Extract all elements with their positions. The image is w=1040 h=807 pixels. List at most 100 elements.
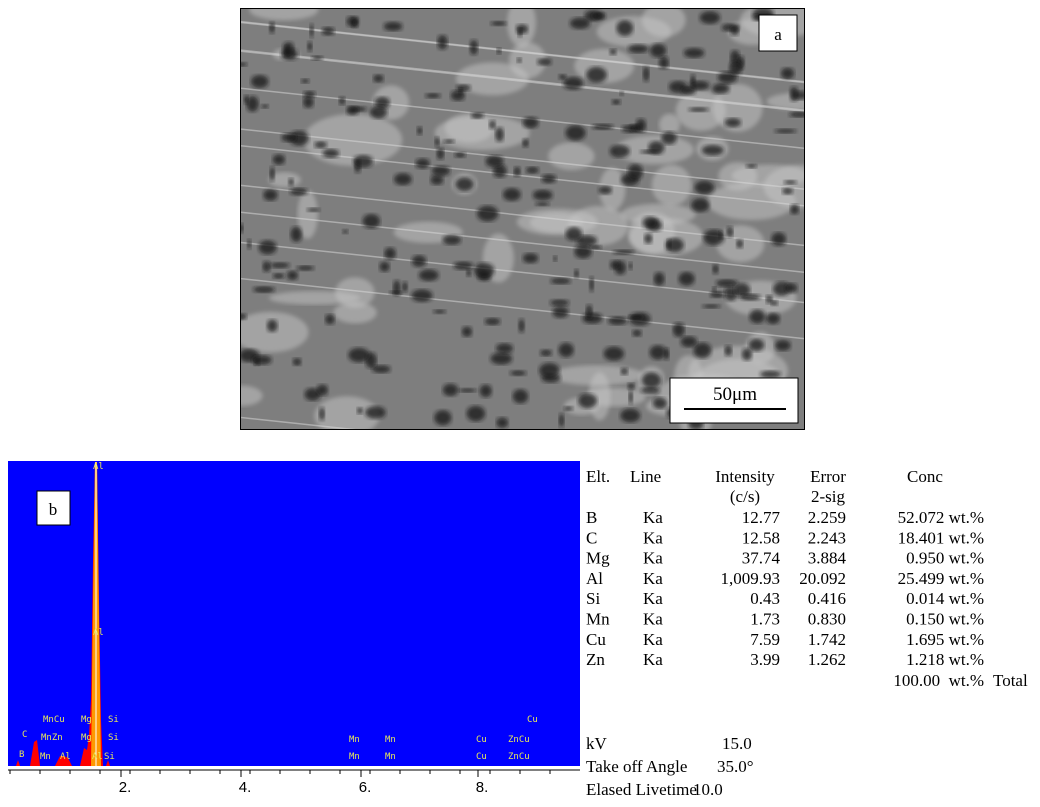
sem-pit: [518, 318, 525, 333]
sem-pit: [790, 204, 800, 215]
peak-label: Al: [93, 462, 104, 472]
sem-pit: [589, 245, 602, 250]
sem-pit: [304, 388, 321, 401]
sem-pit: [552, 306, 569, 318]
sem-light-patch: [659, 113, 680, 136]
panel-label: b: [49, 500, 58, 519]
sem-streak: [241, 49, 804, 111]
sem-pit: [450, 90, 466, 101]
sem-pit: [652, 397, 668, 409]
table-total-label: Total: [993, 671, 1028, 690]
sem-pit: [619, 91, 624, 96]
sem-pit: [712, 264, 719, 275]
sem-pit: [558, 413, 565, 428]
sem-pit: [701, 145, 724, 156]
sem-pit: [603, 346, 625, 361]
sem-light-patch: [599, 167, 626, 211]
sem-pit: [436, 147, 445, 160]
sem-pit: [261, 104, 269, 109]
sem-pit: [411, 255, 427, 267]
sem-pit: [461, 326, 473, 337]
sem-pit: [437, 34, 448, 50]
table-cell: Ka: [643, 569, 663, 588]
peak-label: ZnCu: [508, 735, 530, 745]
sem-pit: [351, 17, 359, 28]
table-cell: 2.243: [808, 528, 846, 547]
sem-pit: [247, 239, 252, 250]
sem-pit: [609, 48, 617, 55]
table-cell: 1.218 wt.%: [906, 650, 984, 669]
sem-pit: [402, 281, 408, 293]
sem-pit: [730, 25, 740, 36]
sem-pit: [537, 58, 552, 66]
panel-label-box: [36, 490, 71, 526]
sem-pit: [745, 163, 757, 169]
sem-pit: [733, 283, 751, 298]
sem-pit: [301, 78, 310, 84]
peak-label: MnZn: [41, 733, 63, 743]
sem-pit: [785, 283, 798, 294]
sem-pit: [688, 107, 709, 112]
sem-pit: [272, 154, 286, 165]
sem-pit: [678, 271, 695, 286]
sem-pit: [789, 86, 799, 102]
table-cell: 20.092: [799, 569, 846, 588]
sem-pit: [522, 253, 539, 264]
sem-pit: [665, 238, 684, 253]
footer-label: Take off Angle: [586, 757, 687, 776]
sem-pit: [272, 273, 285, 279]
sem-pit: [648, 141, 665, 155]
table-cell: Cu: [586, 630, 606, 649]
sem-pit: [540, 349, 552, 357]
sem-pit: [760, 370, 782, 378]
sem-streak: [241, 21, 804, 84]
sem-pit: [495, 343, 514, 354]
sem-pit: [415, 158, 430, 169]
sem-pit: [443, 139, 455, 144]
table-total: 100.00 wt.%: [893, 671, 984, 690]
sem-pit: [620, 408, 641, 423]
sem-pit: [765, 295, 773, 304]
sem-pit: [307, 41, 313, 52]
table-cell: Ka: [643, 650, 663, 669]
sem-pit: [766, 312, 780, 325]
sem-pit: [650, 43, 667, 58]
sem-pit: [290, 226, 302, 242]
sem-pit: [490, 352, 513, 365]
sem-pit: [770, 300, 778, 306]
sem-pit: [258, 240, 277, 255]
panel-label: a: [774, 25, 782, 44]
table-header: Intensity: [715, 467, 775, 486]
sem-pit: [616, 20, 634, 36]
table-cell: 0.416: [808, 589, 846, 608]
table-header: Error: [810, 467, 846, 486]
sem-pit: [689, 80, 710, 91]
sem-pit: [578, 393, 598, 409]
sem-pit: [691, 198, 710, 213]
sem-pit: [516, 57, 522, 63]
sem-pit: [643, 66, 650, 82]
peak-label: Mn: [385, 735, 396, 745]
table-cell: 0.950 wt.%: [906, 549, 984, 568]
footer-value: 15.0: [722, 734, 752, 753]
sem-pit: [680, 336, 698, 348]
sem-pit: [346, 106, 359, 116]
table-cell: 18.401 wt.%: [898, 528, 984, 547]
sem-pit: [454, 152, 466, 158]
sem-pit: [417, 126, 423, 135]
sem-pit: [485, 155, 504, 168]
spectrum-background: [8, 461, 580, 766]
sem-pit: [783, 179, 797, 185]
sem-streak: [241, 50, 804, 112]
table-cell: 0.43: [750, 589, 780, 608]
sem-texture: [241, 9, 804, 429]
sem-pit: [598, 185, 613, 195]
sem-pit: [517, 27, 523, 38]
table-cell: 12.58: [742, 528, 780, 547]
sem-pit: [263, 189, 278, 201]
sem-pit: [434, 136, 440, 147]
table-cell: Mg: [586, 549, 610, 568]
sem-streak: [241, 20, 804, 83]
